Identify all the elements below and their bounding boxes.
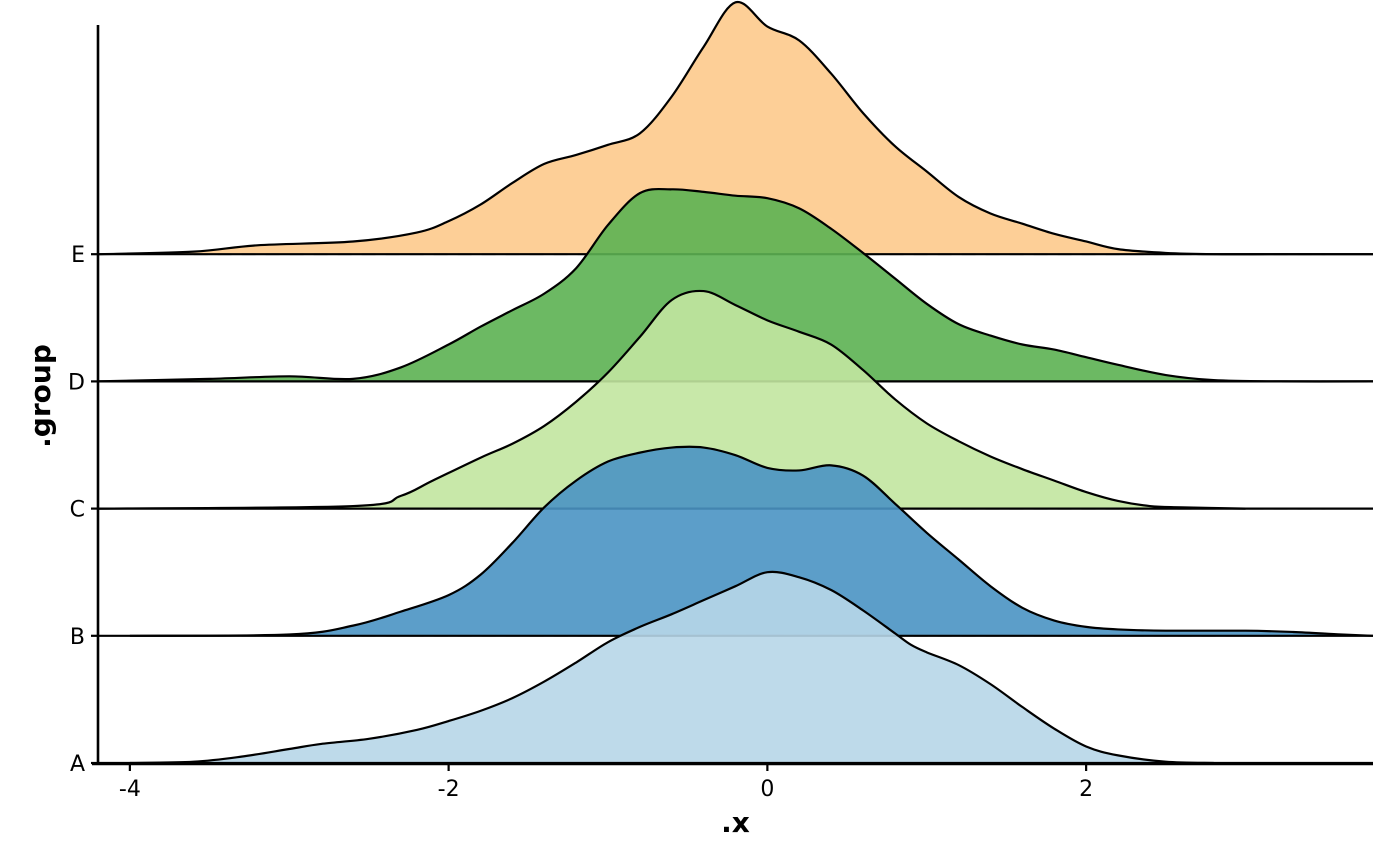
ridge-fill-c xyxy=(98,290,1246,509)
ridge-outline-c xyxy=(97,289,1246,510)
y-tick-label-b: B xyxy=(70,625,85,650)
y-tick-label-a: A xyxy=(70,752,85,777)
x-tick-label-0: -4 xyxy=(119,777,141,802)
y-axis-title: .group xyxy=(24,344,57,448)
ridge-fill-a xyxy=(129,571,1214,763)
x-tick-label-2: 0 xyxy=(760,777,774,802)
ridge-a xyxy=(98,570,1373,765)
ridges-layer xyxy=(97,1,1374,765)
ridge-fill-b xyxy=(129,446,1373,636)
x-axis-title: .x xyxy=(721,806,750,839)
ridge-fill-d xyxy=(98,189,1373,382)
y-tick-label-d: D xyxy=(68,370,85,395)
y-tick-label-c: C xyxy=(70,498,85,523)
ridge-outline-e xyxy=(97,1,1373,256)
axes-layer: A B C D E -4 -2 0 2 xyxy=(68,25,1373,802)
x-tick-label-1: -2 xyxy=(438,777,460,802)
ridge-outline-d xyxy=(97,187,1374,383)
ridge-outline-b xyxy=(129,445,1374,637)
x-tick-label-3: 2 xyxy=(1079,777,1093,802)
y-tick-label-e: E xyxy=(71,243,85,268)
ridge-fill-e xyxy=(98,1,1373,255)
ridge-outline-a xyxy=(129,570,1214,765)
